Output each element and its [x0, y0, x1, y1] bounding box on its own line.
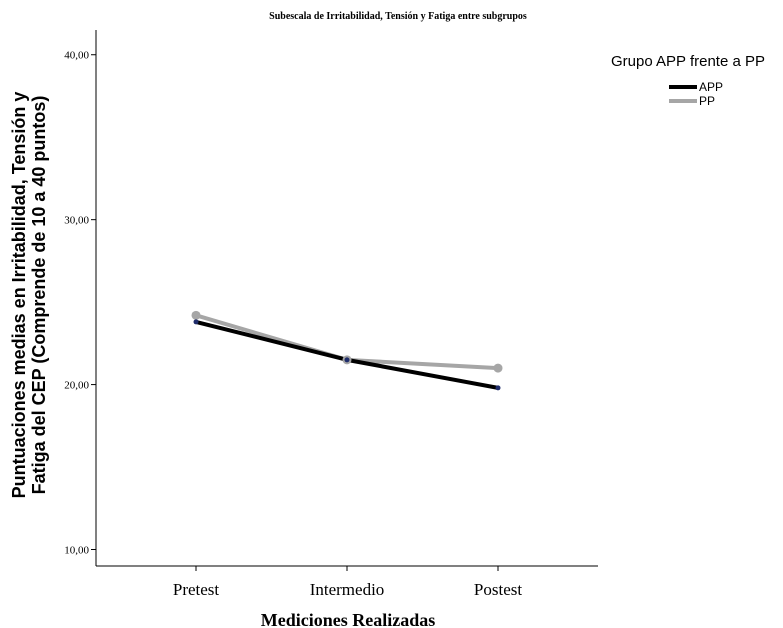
x-axis-label: Mediciones Realizadas — [261, 610, 435, 628]
x-tick-label: Intermedio — [310, 580, 385, 599]
y-tick-label: 10,00 — [64, 545, 89, 557]
y-tick-label: 40,00 — [64, 50, 89, 62]
data-point-pp — [493, 363, 503, 373]
x-tick-label: Postest — [474, 580, 522, 599]
legend-label-app: APP — [699, 80, 723, 94]
data-point-app — [193, 319, 199, 325]
legend-label-pp: PP — [699, 94, 715, 108]
series-lines — [195, 313, 499, 390]
plot-area — [95, 30, 598, 567]
y-axis-ticks: 10,00 20,00 30,00 40,00 — [64, 50, 96, 557]
y-axis-label: Puntuaciones medias en Irritabilidad, Te… — [9, 92, 49, 499]
data-point-app — [495, 385, 501, 391]
y-axis-label-line-1: Puntuaciones medias en Irritabilidad, Te… — [9, 92, 29, 499]
y-tick-label: 30,00 — [64, 215, 89, 227]
legend-title: Grupo APP frente a PP — [611, 53, 765, 70]
x-tick-label: Pretest — [173, 580, 220, 599]
data-point-pp — [191, 310, 201, 320]
series-points — [191, 310, 503, 391]
y-axis-label-line-2: Fatiga del CEP (Comprende de 10 a 40 pun… — [29, 96, 49, 495]
data-point-app — [344, 357, 350, 363]
chart-title: Subescala de Irritabilidad, Tensión y Fa… — [269, 11, 527, 22]
x-axis-ticks: Pretest Intermedio Postest — [173, 566, 522, 599]
series-line-app — [195, 319, 499, 390]
y-tick-label: 20,00 — [64, 380, 89, 392]
